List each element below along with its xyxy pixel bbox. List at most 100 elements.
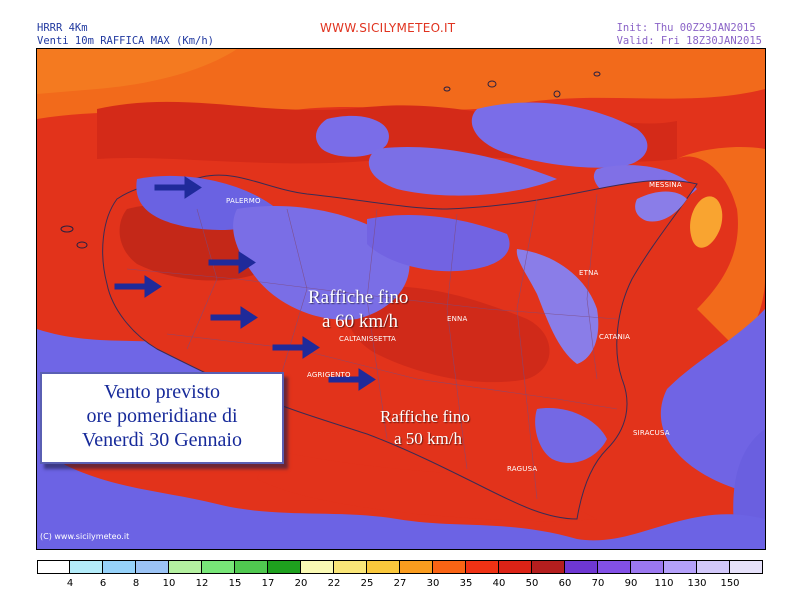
city-label-etna: ETNA [579,269,599,277]
tyrrhenian-purple-blob-3 [368,147,557,196]
legend-tick-label: 110 [654,578,674,589]
valid-time: Valid: Fri 18Z30JAN2015 [616,35,762,47]
etna-purple [516,249,599,364]
legend-swatch [136,560,169,574]
legend-swatch [169,560,202,574]
north-land-purple [233,205,410,320]
north-orange-band [37,49,765,119]
legend-swatch [202,560,235,574]
city-label-catania: CATANIA [599,333,631,341]
field-name: Venti 10m RAFFICA MAX (Km/h) [37,35,215,47]
legend-swatch [70,560,103,574]
legend-swatch [400,560,433,574]
wind-arrow-6 [328,368,376,391]
wind-arrows [114,176,376,391]
legend-swatch [532,560,565,574]
legend-swatch [367,560,400,574]
island-favignana [76,241,88,249]
city-label-enna: ENNA [447,315,468,323]
forecast-line1: Vento previsto [103,381,221,403]
header-time-info: Init: Thu 00Z29JAN2015 Valid: Fri 18Z30J… [617,22,762,48]
legend-tick-label: 6 [99,578,107,589]
wind-arrow-5 [272,336,320,359]
legend-swatch [631,560,664,574]
legend-swatch [334,560,367,574]
legend-tick-label: 17 [261,578,275,589]
island-lipari [593,71,601,77]
south-sea-purple [37,449,765,549]
city-label-messina: MESSINA [649,181,682,189]
wind-arrow-2 [208,251,256,274]
province-borders [126,193,618,500]
legend-tick-label: 130 [687,578,707,589]
legend-tick-label: 60 [558,578,572,589]
ionian-purple [660,309,765,499]
legend-swatch [664,560,697,574]
south-red-tongue [257,449,597,522]
legend-tick-label: 25 [360,578,374,589]
legend-tick-label: 20 [294,578,308,589]
madonie-purple [367,214,510,272]
island-alicudi [443,86,451,92]
legend-swatch [103,560,136,574]
legend-swatch [499,560,532,574]
legend-swatch [433,560,466,574]
color-legend-ticks: 4 6 8 10 12 15 17 20 22 25 27 30 35 40 50 60 70 90 110 130 1… [37,578,781,592]
legend-swatch [37,560,70,574]
legend-tick-label: 35 [459,578,473,589]
legend-tick-label: 30 [426,578,440,589]
gusts-north-line1: Raffiche fino [308,287,409,308]
wind-arrow-1 [154,176,202,199]
legend-tick-label: 10 [162,578,176,589]
island-stromboli [487,80,497,88]
messina-purple [635,191,687,222]
interior-dark-red-2 [346,286,550,383]
legend-tick-label: 70 [591,578,605,589]
city-label-ragusa: RAGUSA [507,465,538,473]
calabria-yellow-spot [690,196,723,248]
legend-tick-label: 150 [720,578,740,589]
city-label-palermo: PALERMO [226,197,261,205]
legend-tick-label: 12 [195,578,209,589]
north-west-orange [37,49,237,94]
forecast-info-box: Vento previsto ore pomeridiane di Venerd… [40,372,284,464]
gusts-south-annotation: Raffiche fino a 50 km/h [380,406,470,450]
wind-arrow-4 [210,306,258,329]
header-model-info: HRRR 4Km Venti 10m RAFFICA MAX (Km/h) [37,22,214,48]
iblei-purple [535,408,607,463]
tyrrhenian-purple-blob-2 [315,115,389,157]
color-legend-bar [37,560,763,574]
gusts-south-line2: a 50 km/h [394,429,462,448]
tyrrhenian-purple-blob [471,102,648,168]
legend-swatch [235,560,268,574]
init-time: Init: Thu 00Z29JAN2015 [616,22,756,34]
city-label-siracusa: SIRACUSA [633,429,670,437]
copyright-text: (C) www.sicilymeteo.it [40,532,130,541]
gusts-south-line1: Raffiche fino [380,407,470,426]
legend-swatch [268,560,301,574]
calabria-orange [677,147,765,349]
legend-swatch [466,560,499,574]
island-panarea [553,90,561,98]
legend-tick-label: 40 [492,578,506,589]
legend-tick-label: 90 [624,578,638,589]
city-label-agrigento: AGRIGENTO [307,371,351,379]
forecast-line3: Venerdì 30 Gennaio [82,429,242,451]
gusts-north-line2: a 60 km/h [322,311,398,332]
legend-tick-label: 15 [228,578,242,589]
city-label-caltanissetta: CALTANISSETTA [339,335,397,343]
island-marettimo [60,225,74,233]
legend-swatch [697,560,730,574]
legend-swatch [301,560,334,574]
legend-swatch [565,560,598,574]
legend-tick-label: 22 [327,578,341,589]
wind-arrow-3 [114,275,162,298]
site-url[interactable]: WWW.SICILYMETEO.IT [320,21,456,35]
legend-swatch [730,560,763,574]
legend-swatch [598,560,631,574]
legend-tick-label: 8 [132,578,140,589]
legend-tick-label: 27 [393,578,407,589]
gusts-north-annotation: Raffiche fino a 60 km/h [308,286,408,334]
legend-tick-label: 4 [66,578,74,589]
legend-tick-label: 50 [525,578,539,589]
